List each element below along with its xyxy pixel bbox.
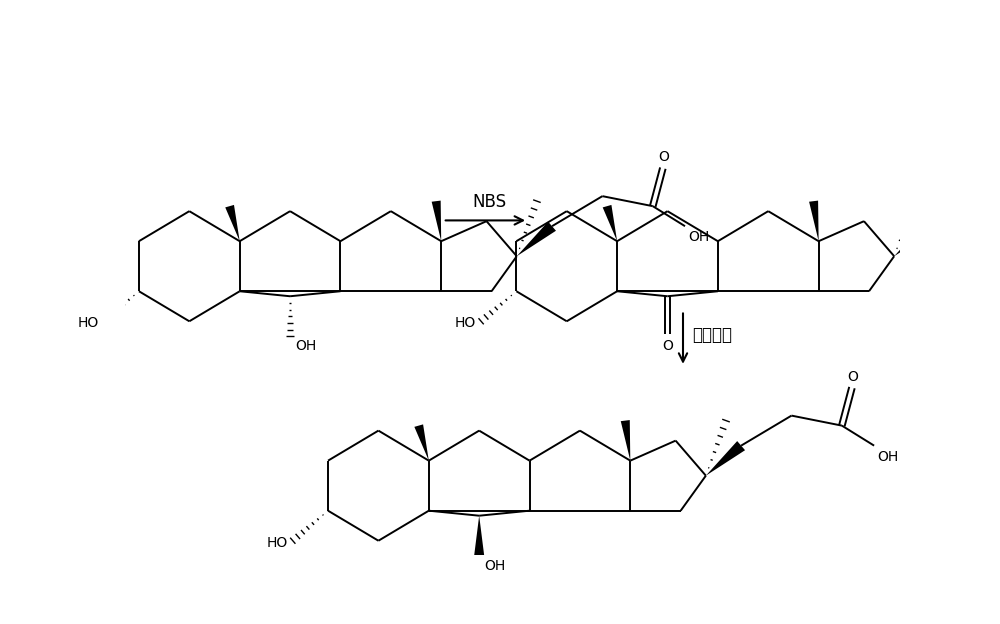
Text: HO: HO xyxy=(77,316,99,330)
Text: 碏氢化钓: 碏氢化钓 xyxy=(692,326,732,344)
Text: OH: OH xyxy=(877,450,898,464)
Text: O: O xyxy=(848,369,858,384)
Polygon shape xyxy=(517,222,556,256)
Polygon shape xyxy=(414,424,429,461)
Text: O: O xyxy=(662,339,673,353)
Polygon shape xyxy=(894,222,933,256)
Polygon shape xyxy=(225,205,240,241)
Polygon shape xyxy=(603,205,617,241)
Polygon shape xyxy=(432,200,441,241)
Text: HO: HO xyxy=(266,536,288,550)
Polygon shape xyxy=(474,515,484,556)
Text: NBS: NBS xyxy=(472,193,506,211)
Text: O: O xyxy=(658,150,669,164)
Text: OH: OH xyxy=(295,339,316,353)
Polygon shape xyxy=(809,200,819,241)
Polygon shape xyxy=(621,420,630,461)
Text: OH: OH xyxy=(688,230,709,244)
Text: OH: OH xyxy=(484,558,505,573)
Polygon shape xyxy=(706,441,745,475)
Text: HO: HO xyxy=(455,316,476,330)
